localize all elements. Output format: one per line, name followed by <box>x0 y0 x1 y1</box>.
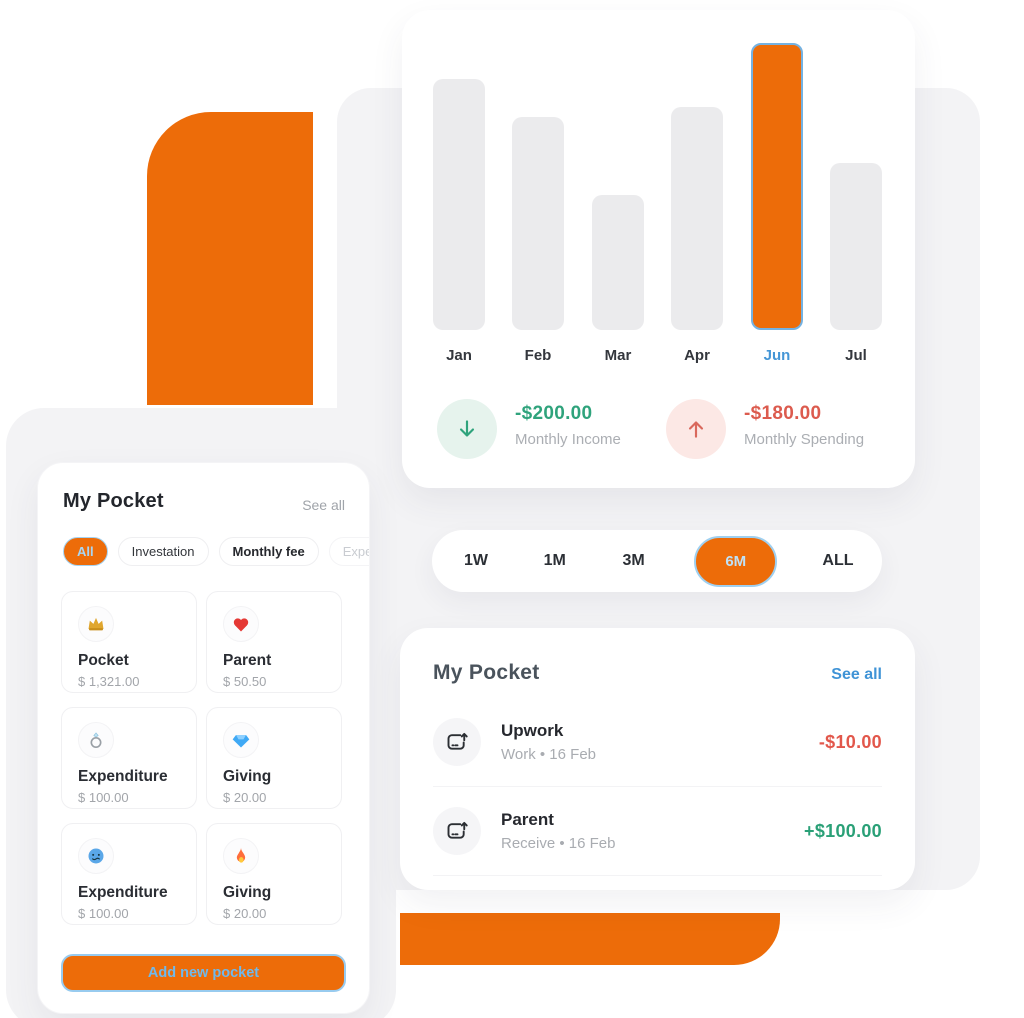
chart-bar-feb[interactable] <box>512 117 564 330</box>
transaction-meta: Work • 16 Feb <box>501 746 597 763</box>
add-new-pocket-button[interactable]: Add new pocket <box>61 954 346 992</box>
transaction-row[interactable]: Upwork Work • 16 Feb -$10.00 <box>433 698 882 787</box>
heart-icon <box>223 606 259 642</box>
pockets-grid: Pocket $ 1,321.00 Parent $ 50.50 Expendi… <box>61 591 342 925</box>
pockets-title: My Pocket <box>63 490 164 512</box>
orange-decor-shape-bottom <box>400 913 780 965</box>
chart-bar-jul[interactable] <box>830 163 882 330</box>
pocket-amount: $ 100.00 <box>78 790 129 805</box>
monthly-spending-amount: -$180.00 <box>744 403 822 424</box>
pocket-amount: $ 1,321.00 <box>78 674 140 689</box>
fire-icon <box>223 838 259 874</box>
pocket-amount: $ 20.00 <box>223 906 267 921</box>
pocket-item[interactable]: Expenditure $ 100.00 <box>61 823 197 925</box>
card-transfer-icon <box>433 718 481 766</box>
pocket-filter-chips: All Investation Monthly fee Expenditure <box>63 537 369 566</box>
period-option-1w[interactable]: 1W <box>464 552 488 569</box>
pocket-name: Expenditure <box>78 768 168 785</box>
spending-icon-circle <box>666 399 726 459</box>
transactions-see-all-link[interactable]: See all <box>831 666 882 683</box>
pocket-amount: $ 20.00 <box>223 790 267 805</box>
pocket-name: Giving <box>223 884 272 901</box>
period-option-all[interactable]: ALL <box>822 552 854 569</box>
orange-decor-shape-top <box>147 112 313 405</box>
period-option-1m[interactable]: 1M <box>543 552 566 569</box>
chart-month-label-jan: Jan <box>446 347 472 364</box>
ring-icon <box>78 722 114 758</box>
pocket-name: Giving <box>223 768 272 785</box>
chart-month-label-feb: Feb <box>524 347 552 364</box>
period-selector: 1W 1M 3M 6M ALL <box>432 530 882 592</box>
chart-month-label-jul: Jul <box>845 347 867 364</box>
arrow-up-icon <box>683 416 709 442</box>
pocket-item[interactable]: Pocket $ 1,321.00 <box>61 591 197 693</box>
monthly-income-amount: -$200.00 <box>515 403 593 424</box>
pocket-name: Pocket <box>78 652 129 669</box>
crown-icon <box>78 606 114 642</box>
pocket-name: Parent <box>223 652 272 669</box>
chart-month-label-jun: Jun <box>763 347 791 364</box>
chart-bar-jun[interactable] <box>751 43 803 330</box>
pocket-item[interactable]: Expenditure $ 100.00 <box>61 707 197 809</box>
pocket-amount: $ 100.00 <box>78 906 129 921</box>
diamond-icon <box>223 722 259 758</box>
chart-card: Jan Feb Mar Apr Jun Jul -$200.00 Monthly Inco… <box>402 10 915 488</box>
monthly-spending-stat: -$180.00 Monthly Spending <box>666 399 864 459</box>
transaction-row[interactable]: Parent Receive • 16 Feb +$100.00 <box>433 787 882 876</box>
transactions-card: My Pocket See all Upwork Work • 16 Feb -… <box>400 628 915 890</box>
pocket-item[interactable]: Parent $ 50.50 <box>206 591 342 693</box>
filter-chip-monthly-fee[interactable]: Monthly fee <box>218 537 319 566</box>
period-option-6m[interactable]: 6M <box>694 535 778 587</box>
transaction-meta: Receive • 16 Feb <box>501 835 616 852</box>
pockets-card: My Pocket See all All Investation Monthly … <box>37 462 370 1014</box>
filter-chip-investation[interactable]: Investation <box>117 537 209 566</box>
chart-month-label-mar: Mar <box>604 347 632 364</box>
transaction-name: Parent <box>501 810 554 829</box>
income-icon-circle <box>437 399 497 459</box>
transaction-amount: +$100.00 <box>804 820 882 841</box>
monthly-spending-label: Monthly Spending <box>744 431 865 448</box>
pocket-item[interactable]: Giving $ 20.00 <box>206 707 342 809</box>
chart-bar-mar[interactable] <box>592 195 644 330</box>
cold-face-icon <box>78 838 114 874</box>
monthly-income-stat: -$200.00 Monthly Income <box>437 399 621 459</box>
chart-month-label-apr: Apr <box>684 347 710 364</box>
period-option-3m[interactable]: 3M <box>622 552 645 569</box>
monthly-income-label: Monthly Income <box>515 431 621 448</box>
filter-chip-all[interactable]: All <box>63 537 108 566</box>
pockets-see-all-link[interactable]: See all <box>302 497 345 513</box>
pocket-name: Expenditure <box>78 884 168 901</box>
pocket-item[interactable]: Giving $ 20.00 <box>206 823 342 925</box>
pocket-amount: $ 50.50 <box>223 674 267 689</box>
transactions-title: My Pocket <box>433 661 540 684</box>
transactions-list: Upwork Work • 16 Feb -$10.00 Parent Rece… <box>433 698 882 876</box>
card-transfer-icon <box>433 807 481 855</box>
arrow-down-icon <box>454 416 480 442</box>
chart-bar-jan[interactable] <box>433 79 485 330</box>
chart-bar-apr[interactable] <box>671 107 723 330</box>
transaction-name: Upwork <box>501 721 564 740</box>
filter-chip-expenditure[interactable]: Expenditure <box>328 537 369 566</box>
transaction-amount: -$10.00 <box>818 731 882 752</box>
